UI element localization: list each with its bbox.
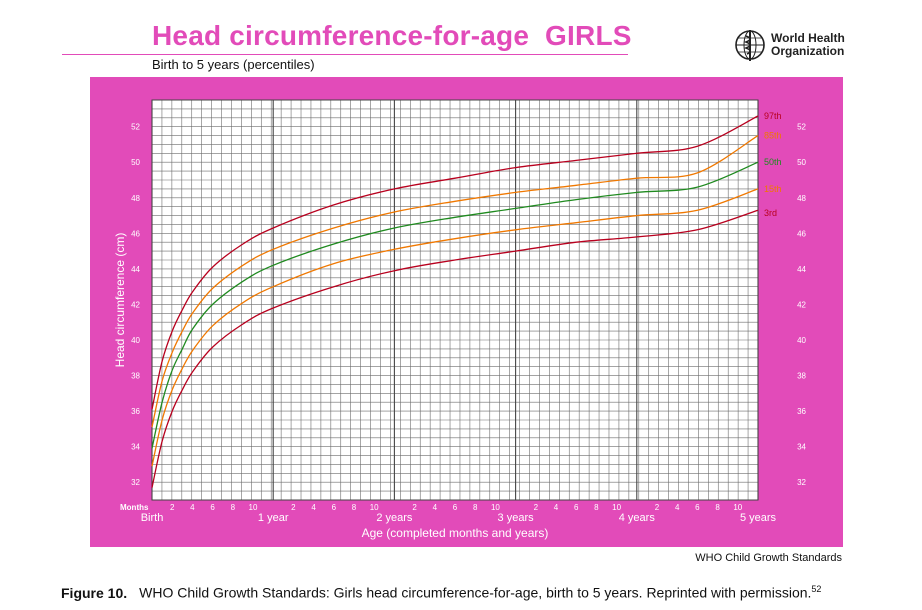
who-logo: [733, 28, 843, 64]
y-tick-label-left: 38: [131, 372, 140, 381]
percentile-label-97th: 97th: [764, 111, 782, 121]
percentile-curve-97th: [151, 115, 759, 410]
x-month-tick-label: 8: [231, 503, 236, 512]
who-emblem-icon: [735, 30, 765, 61]
x-month-tick-label: 2: [170, 503, 175, 512]
x-axis-title: Age (completed months and years): [362, 526, 549, 540]
x-month-tick-label: 6: [332, 503, 337, 512]
x-month-tick-label: 2: [291, 503, 296, 512]
page-subtitle: Birth to 5 years (percentiles): [152, 57, 315, 72]
x-year-label: 5 years: [740, 512, 777, 524]
x-month-tick-label: 8: [715, 503, 720, 512]
x-month-tick-label: 2: [534, 503, 539, 512]
percentile-label-50th: 50th: [764, 157, 782, 167]
x-month-tick-label: 8: [594, 503, 599, 512]
x-month-tick-label: 4: [190, 503, 195, 512]
y-tick-label-right: 52: [797, 123, 806, 132]
y-tick-label-right: 40: [797, 336, 806, 345]
y-tick-label-left: 52: [131, 123, 140, 132]
x-month-tick-label: 10: [733, 503, 742, 512]
y-tick-label-right: 50: [797, 158, 806, 167]
y-tick-label-right: 32: [797, 478, 806, 487]
x-month-tick-label: 2: [412, 503, 417, 512]
x-month-tick-label: 6: [695, 503, 700, 512]
x-year-label: 3 years: [498, 512, 535, 524]
x-month-tick-label: 4: [311, 503, 316, 512]
percentile-label-15th: 15th: [764, 184, 782, 194]
percentile-curve-3rd: [151, 209, 759, 488]
y-tick-label-right: 38: [797, 372, 806, 381]
y-tick-label-left: 44: [131, 265, 140, 274]
y-tick-label-left: 50: [131, 158, 140, 167]
x-year-label: Birth: [141, 512, 164, 524]
figure-caption: Figure 10. WHO Child Growth Standards: Gi…: [61, 584, 821, 601]
plot-border: [151, 99, 759, 501]
y-tick-label-left: 40: [131, 336, 140, 345]
x-month-tick-label: 6: [210, 503, 215, 512]
title-underline: [62, 54, 628, 55]
source-credit: WHO Child Growth Standards: [695, 552, 842, 564]
percentile-label-85th: 85th: [764, 131, 782, 141]
x-month-tick-label: 4: [675, 503, 680, 512]
y-tick-label-left: 34: [131, 443, 140, 452]
x-year-label: 2 years: [376, 512, 413, 524]
x-month-tick-label: 10: [249, 503, 258, 512]
x-month-tick-label: 4: [554, 503, 559, 512]
x-month-tick-label: 8: [352, 503, 357, 512]
x-year-label: 4 years: [619, 512, 656, 524]
x-month-tick-label: 4: [433, 503, 438, 512]
caption-label: Figure 10.: [61, 584, 128, 601]
x-month-tick-label: 8: [473, 503, 478, 512]
percentile-curve-15th: [151, 188, 759, 467]
page-title: Head circumference-for-age GIRLS: [152, 20, 632, 51]
caption-text: WHO Child Growth Standards: Girls head c…: [139, 584, 812, 601]
y-tick-label-left: 42: [131, 300, 140, 309]
x-month-tick-label: 10: [491, 503, 500, 512]
percentile-curve-50th: [151, 161, 759, 449]
logo-text: World Health Organization: [771, 32, 845, 58]
y-tick-label-right: 46: [797, 229, 806, 238]
percentile-curve-85th: [151, 135, 759, 428]
x-month-tick-label: 10: [370, 503, 379, 512]
y-axis-title: Head circumference (cm): [113, 233, 127, 368]
logo-text-line1: World Health: [771, 31, 845, 45]
y-tick-label-right: 34: [797, 443, 806, 452]
x-month-tick-label: 6: [453, 503, 458, 512]
logo-text-line2: Organization: [771, 44, 845, 58]
percentile-label-3rd: 3rd: [764, 208, 777, 218]
y-tick-label-right: 44: [797, 265, 806, 274]
x-month-tick-label: 6: [574, 503, 579, 512]
chart-panel: 32 32 34 34 36 36 38 38 40 40 42 42 44 44 46 46 48 48 50 50…: [90, 77, 843, 547]
plot-area: [152, 100, 758, 500]
y-tick-label-left: 48: [131, 194, 140, 203]
y-tick-label-left: 32: [131, 478, 140, 487]
caption-reference: 52: [811, 584, 822, 594]
x-unit-label: Months: [120, 503, 149, 512]
y-tick-label-left: 46: [131, 229, 140, 238]
y-tick-label-left: 36: [131, 407, 140, 416]
y-tick-label-right: 42: [797, 300, 806, 309]
y-tick-label-right: 36: [797, 407, 806, 416]
x-month-tick-label: 2: [655, 503, 660, 512]
y-tick-label-right: 48: [797, 194, 806, 203]
x-month-tick-label: 10: [612, 503, 621, 512]
x-year-label: 1 year: [258, 512, 289, 524]
